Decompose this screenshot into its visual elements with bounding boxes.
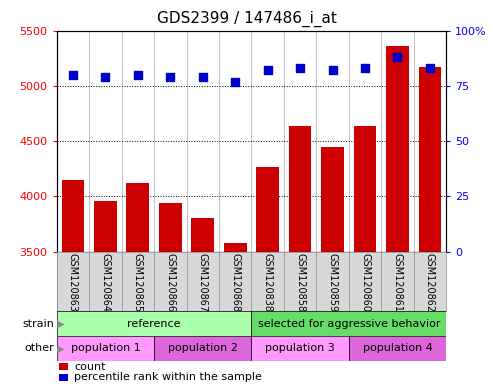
Text: GSM120838: GSM120838 (263, 253, 273, 312)
Text: GSM120866: GSM120866 (165, 253, 176, 312)
Text: GSM120860: GSM120860 (360, 253, 370, 312)
Text: population 3: population 3 (265, 343, 335, 354)
Bar (154, 336, 251, 361)
Point (296, 65, 304, 71)
Text: population 2: population 2 (168, 343, 238, 354)
Point (393, 54, 401, 60)
Bar (419, 67, 441, 384)
Bar (57, 311, 251, 336)
Text: GSM120867: GSM120867 (198, 253, 208, 313)
Text: selected for aggressive behavior: selected for aggressive behavior (257, 318, 440, 329)
Text: population 4: population 4 (362, 343, 432, 354)
Bar (191, 218, 214, 384)
Bar (289, 126, 312, 384)
Text: reference: reference (127, 318, 181, 329)
Point (426, 65, 434, 71)
Text: population 1: population 1 (70, 343, 140, 354)
Text: GSM120859: GSM120859 (327, 253, 338, 313)
Point (102, 74, 109, 80)
Point (166, 74, 174, 80)
Point (134, 72, 142, 78)
Point (264, 68, 272, 74)
Bar (127, 183, 149, 384)
Point (69, 72, 77, 78)
Bar (57, 336, 154, 361)
Text: ▶: ▶ (54, 318, 65, 329)
Bar (353, 126, 376, 384)
Bar (159, 203, 181, 384)
Text: other: other (25, 343, 54, 354)
Bar (386, 46, 409, 384)
Text: GSM120861: GSM120861 (392, 253, 402, 312)
Text: GSM120868: GSM120868 (230, 253, 240, 312)
Text: GSM120864: GSM120864 (101, 253, 110, 312)
Bar (224, 243, 246, 384)
Text: strain: strain (22, 318, 54, 329)
Bar (321, 147, 344, 384)
Text: GDS2399 / 147486_i_at: GDS2399 / 147486_i_at (157, 11, 336, 27)
Text: GSM120862: GSM120862 (425, 253, 435, 313)
Bar (94, 201, 117, 384)
Text: GSM120858: GSM120858 (295, 253, 305, 313)
Text: GSM120865: GSM120865 (133, 253, 143, 313)
Text: count: count (74, 362, 106, 372)
Bar (251, 336, 349, 361)
Bar (62, 180, 84, 384)
Point (329, 68, 337, 74)
Point (231, 78, 239, 84)
Point (199, 74, 207, 80)
Bar (349, 336, 446, 361)
Bar (256, 167, 279, 384)
Bar (251, 311, 446, 336)
Bar (59, 374, 69, 381)
Bar (59, 363, 69, 371)
Text: GSM120863: GSM120863 (68, 253, 78, 312)
Point (361, 65, 369, 71)
Text: ▶: ▶ (54, 343, 65, 354)
Text: percentile rank within the sample: percentile rank within the sample (74, 372, 262, 382)
